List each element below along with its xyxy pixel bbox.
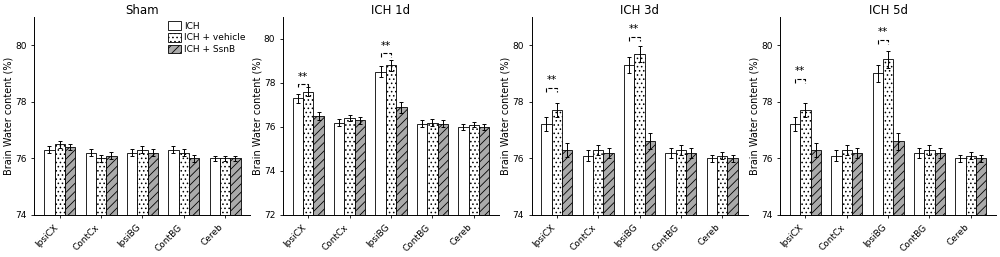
Bar: [44, 150, 55, 257]
Bar: [396, 107, 407, 257]
Bar: [717, 155, 727, 257]
Bar: [645, 141, 655, 257]
Title: ICH 3d: ICH 3d: [620, 4, 659, 17]
Bar: [438, 124, 448, 257]
Bar: [676, 150, 686, 257]
Bar: [727, 158, 738, 257]
Bar: [541, 124, 552, 257]
Bar: [873, 74, 883, 257]
Text: **: **: [795, 66, 805, 76]
Bar: [831, 155, 842, 257]
Bar: [230, 158, 241, 257]
Bar: [313, 116, 324, 257]
Bar: [127, 153, 137, 257]
Y-axis label: Brain Water content (%): Brain Water content (%): [252, 57, 262, 175]
Bar: [148, 153, 158, 257]
Bar: [686, 153, 696, 257]
Title: ICH 1d: ICH 1d: [371, 4, 411, 17]
Bar: [427, 123, 438, 257]
Bar: [790, 124, 800, 257]
Text: **: **: [629, 24, 639, 34]
Bar: [458, 127, 469, 257]
Text: **: **: [381, 41, 391, 51]
Bar: [375, 72, 386, 257]
Bar: [106, 155, 117, 257]
Bar: [293, 98, 303, 257]
Bar: [665, 153, 676, 257]
Bar: [179, 153, 189, 257]
Bar: [137, 150, 148, 257]
Bar: [355, 120, 365, 257]
Bar: [417, 124, 427, 257]
Bar: [469, 125, 479, 257]
Bar: [800, 110, 811, 257]
Legend: ICH, ICH + vehicle, ICH + SsnB: ICH, ICH + vehicle, ICH + SsnB: [165, 18, 250, 58]
Bar: [924, 150, 935, 257]
Bar: [96, 158, 106, 257]
Bar: [334, 123, 344, 257]
Bar: [624, 65, 634, 257]
Y-axis label: Brain Water content (%): Brain Water content (%): [501, 57, 511, 175]
Bar: [976, 158, 986, 257]
Bar: [344, 118, 355, 257]
Bar: [220, 158, 230, 257]
Bar: [883, 59, 893, 257]
Bar: [634, 54, 645, 257]
Bar: [189, 158, 199, 257]
Bar: [303, 92, 313, 257]
Title: Sham: Sham: [126, 4, 159, 17]
Bar: [852, 153, 862, 257]
Text: **: **: [547, 75, 557, 85]
Bar: [955, 158, 966, 257]
Bar: [86, 153, 96, 257]
Bar: [65, 147, 75, 257]
Title: ICH 5d: ICH 5d: [869, 4, 908, 17]
Bar: [55, 144, 65, 257]
Bar: [811, 150, 821, 257]
Bar: [707, 158, 717, 257]
Bar: [935, 153, 945, 257]
Bar: [842, 150, 852, 257]
Bar: [583, 155, 593, 257]
Bar: [210, 158, 220, 257]
Bar: [593, 150, 603, 257]
Y-axis label: Brain Water content (%): Brain Water content (%): [750, 57, 760, 175]
Bar: [914, 153, 924, 257]
Bar: [479, 127, 489, 257]
Bar: [552, 110, 562, 257]
Bar: [562, 150, 572, 257]
Bar: [966, 155, 976, 257]
Text: **: **: [878, 27, 888, 37]
Text: **: **: [298, 72, 308, 82]
Bar: [386, 65, 396, 257]
Bar: [893, 141, 904, 257]
Bar: [168, 150, 179, 257]
Bar: [603, 153, 614, 257]
Y-axis label: Brain Water content (%): Brain Water content (%): [4, 57, 14, 175]
